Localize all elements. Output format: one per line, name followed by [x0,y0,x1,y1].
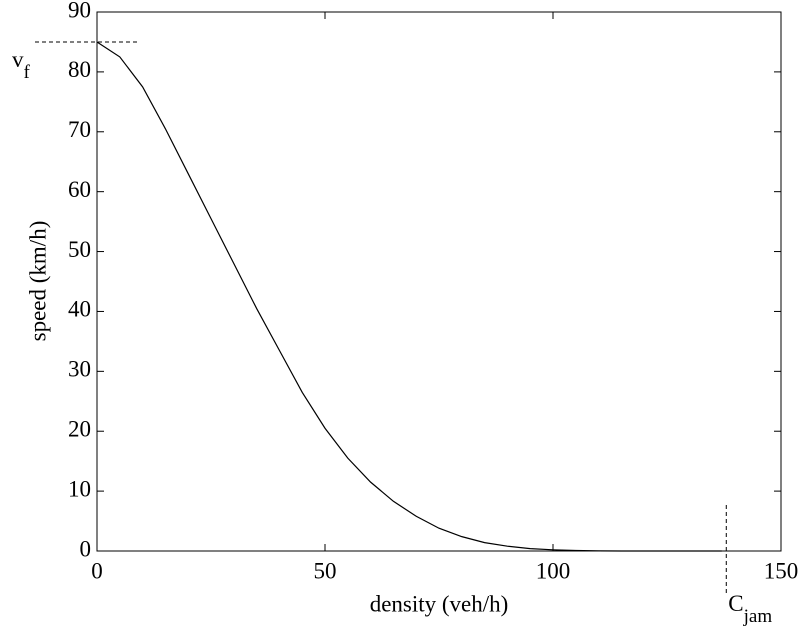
y-tick-label: 60 [68,177,91,202]
y-tick-label: 20 [68,417,91,442]
line [96,41,722,552]
x-axis-label: density (veh/h) [370,591,509,616]
y-tick-label: 80 [68,57,91,82]
annotation-label: vf [12,47,31,83]
annotation-label: Cjam [728,591,772,627]
annotation-subscript: f [24,62,31,83]
y-tick-label: 0 [80,536,92,561]
x-tick-label: 100 [536,558,571,583]
y-tick-label: 90 [68,0,91,22]
x-tick-label: 0 [91,558,103,583]
annotation-base: v [12,47,24,72]
x-tick-label: 50 [314,558,337,583]
y-tick-label: 40 [68,297,91,322]
y-tick-label: 70 [68,117,91,142]
annotation-subscript: jam [743,606,773,627]
y-axis-label: speed (km/h) [25,221,50,342]
x-tick-label: 150 [764,558,799,583]
y-tick-label: 10 [68,476,91,501]
annotation-base: C [728,591,743,616]
y-tick-label: 30 [68,357,91,382]
y-tick-label: 50 [68,237,91,262]
plot-frame [96,11,782,552]
